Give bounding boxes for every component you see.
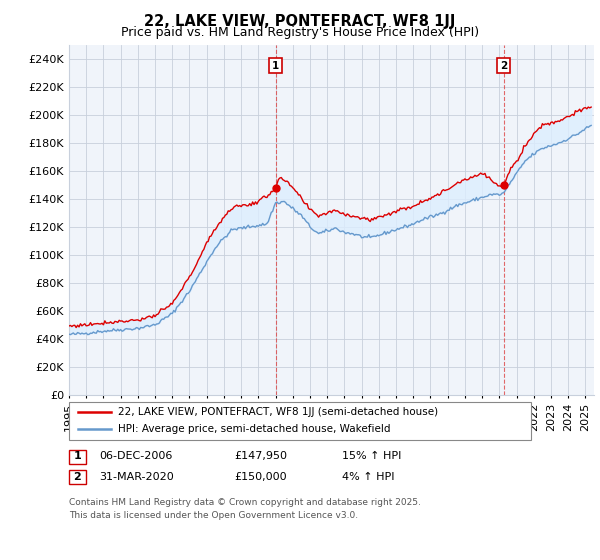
Text: 2: 2 [74, 472, 81, 482]
Text: 06-DEC-2006: 06-DEC-2006 [99, 451, 172, 461]
Text: 4% ↑ HPI: 4% ↑ HPI [342, 472, 395, 482]
Text: Price paid vs. HM Land Registry's House Price Index (HPI): Price paid vs. HM Land Registry's House … [121, 26, 479, 39]
Text: £147,950: £147,950 [234, 451, 287, 461]
Text: 1: 1 [272, 61, 279, 71]
Text: 15% ↑ HPI: 15% ↑ HPI [342, 451, 401, 461]
Text: 1: 1 [74, 451, 81, 461]
Text: £150,000: £150,000 [234, 472, 287, 482]
Text: Contains HM Land Registry data © Crown copyright and database right 2025.
This d: Contains HM Land Registry data © Crown c… [69, 498, 421, 520]
Text: 31-MAR-2020: 31-MAR-2020 [99, 472, 174, 482]
Text: 2: 2 [500, 61, 507, 71]
Text: 22, LAKE VIEW, PONTEFRACT, WF8 1JJ: 22, LAKE VIEW, PONTEFRACT, WF8 1JJ [145, 14, 455, 29]
Text: 22, LAKE VIEW, PONTEFRACT, WF8 1JJ (semi-detached house): 22, LAKE VIEW, PONTEFRACT, WF8 1JJ (semi… [118, 407, 439, 417]
Text: HPI: Average price, semi-detached house, Wakefield: HPI: Average price, semi-detached house,… [118, 424, 391, 435]
